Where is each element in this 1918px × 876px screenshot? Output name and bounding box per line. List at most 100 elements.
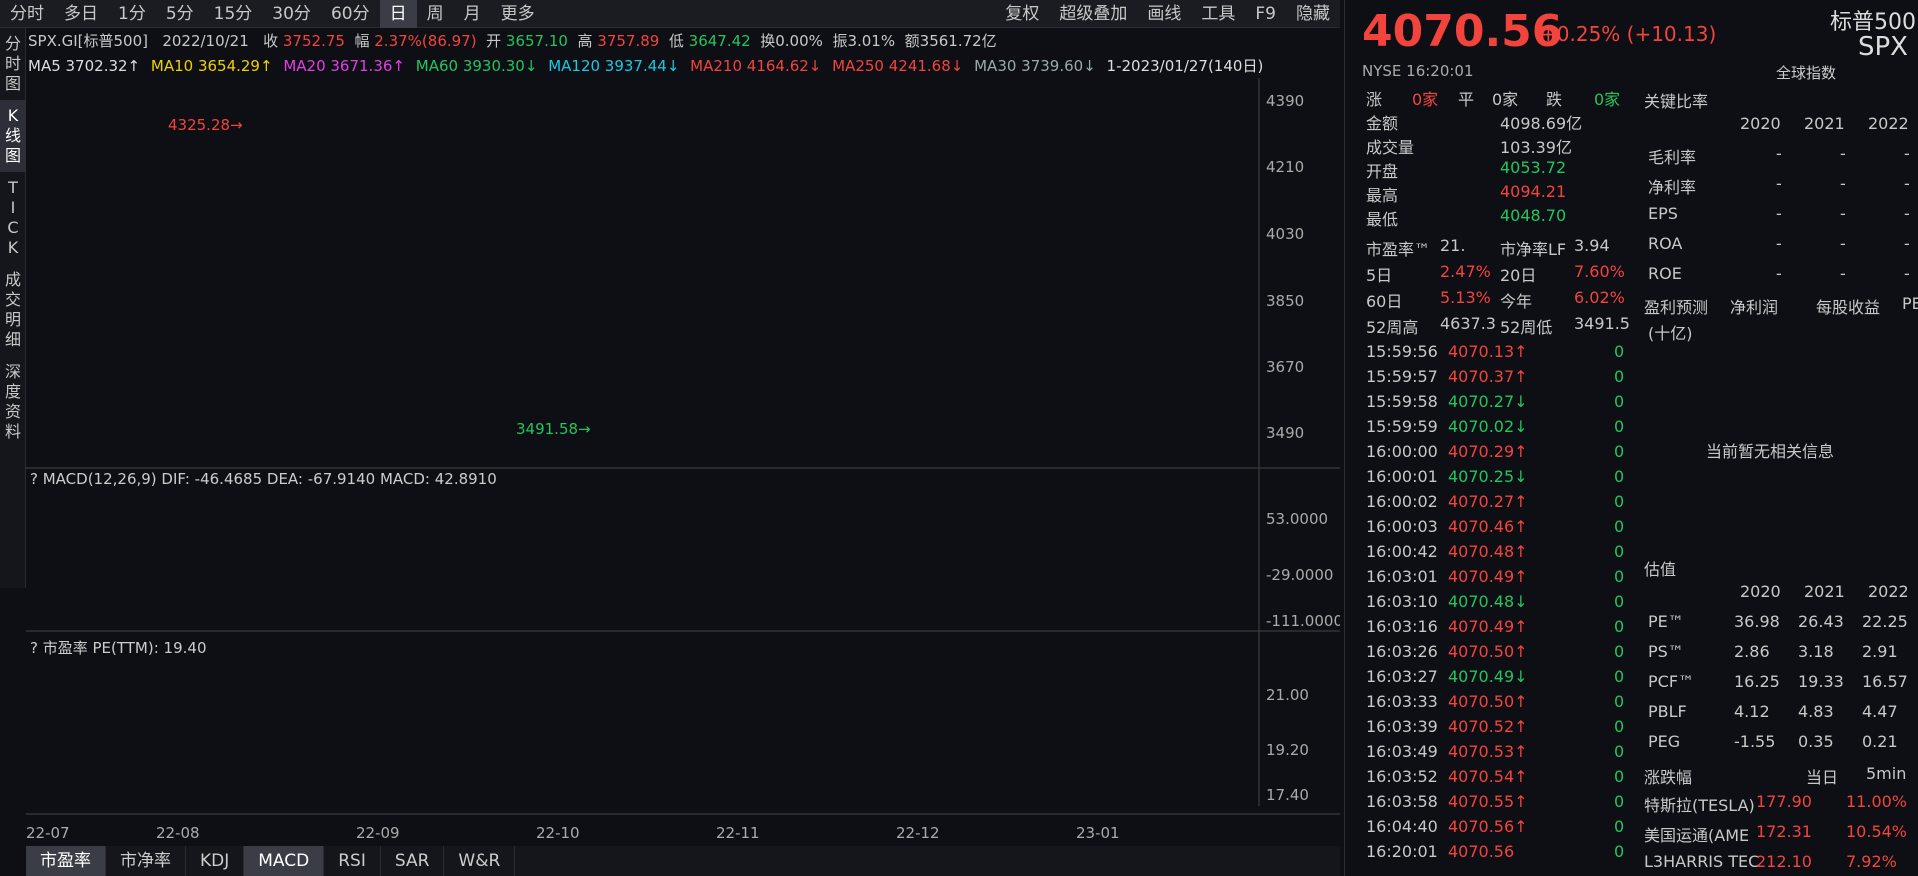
val-row-label: PBLF bbox=[1648, 702, 1687, 721]
period-tab[interactable]: 月 bbox=[463, 3, 481, 24]
period-tab[interactable]: 15分 bbox=[213, 3, 253, 24]
date-range[interactable]: 1-2023/01/27(140日) bbox=[1106, 57, 1264, 75]
kline-chart[interactable]: 4390 4210 4030 3850 3670 3490 ? MACD(12,26,9) … bbox=[26, 78, 1340, 858]
tick-price: 4070.25↓ bbox=[1448, 467, 1528, 486]
valuation-title: 估值 bbox=[1644, 560, 1677, 579]
tick-price: 4070.13↑ bbox=[1448, 342, 1528, 361]
side-tab[interactable]: 分时图 bbox=[4, 34, 21, 93]
key-year: 2022 bbox=[1868, 114, 1909, 133]
breadth-down: 0家 bbox=[1594, 90, 1621, 109]
period-tab[interactable]: 1分 bbox=[118, 3, 146, 24]
key-row-value: - bbox=[1840, 144, 1846, 163]
tick-volume: 0 bbox=[1614, 617, 1625, 636]
forecast-unit: (十亿) bbox=[1648, 324, 1693, 343]
ma-value: MA60 3930.30↓ bbox=[415, 57, 543, 75]
toolbar-button[interactable]: 超级叠加 bbox=[1059, 3, 1128, 24]
tick-time: 16:00:42 bbox=[1366, 542, 1438, 561]
val-row-label: PS™ bbox=[1648, 642, 1684, 661]
val-row-label: PE™ bbox=[1648, 612, 1684, 631]
tick-time: 15:59:59 bbox=[1366, 417, 1438, 436]
tick-volume: 0 bbox=[1614, 392, 1625, 411]
tick-volume: 0 bbox=[1614, 492, 1625, 511]
tick-volume: 0 bbox=[1614, 592, 1625, 611]
indicator-tab[interactable]: SAR bbox=[381, 846, 445, 876]
val-row-value: 22.25 bbox=[1862, 612, 1908, 631]
period-tab[interactable]: 日 bbox=[379, 0, 417, 28]
indicator-tab[interactable]: 市净率 bbox=[106, 846, 186, 876]
tick-time: 16:00:00 bbox=[1366, 442, 1438, 461]
mover-price: 212.10 bbox=[1756, 852, 1812, 871]
indicator-tab[interactable]: RSI bbox=[324, 846, 381, 876]
key-row-value: - bbox=[1840, 174, 1846, 193]
mover-name[interactable]: 美国运通(AME bbox=[1644, 826, 1750, 845]
tick-price: 4070.53↑ bbox=[1448, 742, 1528, 761]
ratio-label: 市净率LF bbox=[1500, 240, 1567, 259]
ma-value: MA5 3702.32↑ bbox=[28, 57, 145, 75]
side-tab[interactable]: 成交明细 bbox=[4, 270, 21, 349]
tick-price: 4070.27↑ bbox=[1448, 492, 1528, 511]
indicator-tab[interactable]: KDJ bbox=[186, 846, 245, 876]
close-label: 收 bbox=[263, 32, 279, 50]
period-tab[interactable]: 30分 bbox=[272, 3, 311, 24]
tick-volume: 0 bbox=[1614, 692, 1625, 711]
indicator-tab[interactable]: MACD bbox=[244, 846, 325, 876]
period-tab[interactable]: 60分 bbox=[330, 3, 370, 24]
stat-value: 4098.69亿 bbox=[1500, 114, 1583, 133]
forecast-tab[interactable]: PE bbox=[1902, 294, 1918, 313]
val-row-value: 4.83 bbox=[1798, 702, 1834, 721]
key-row-label: EPS bbox=[1648, 204, 1678, 223]
y-tick: 4390 bbox=[1266, 92, 1304, 110]
ratio-label: 52周低 bbox=[1500, 318, 1553, 337]
toolbar-button[interactable]: 工具 bbox=[1201, 3, 1236, 24]
key-row-value: - bbox=[1904, 144, 1910, 163]
toolbar-button[interactable]: 画线 bbox=[1147, 3, 1182, 24]
val-row-value: 0.21 bbox=[1862, 732, 1898, 751]
period-tab[interactable]: 分时 bbox=[10, 3, 44, 24]
indicator-tab[interactable]: 市盈率 bbox=[26, 846, 106, 876]
x-tick: 22-09 bbox=[356, 824, 400, 842]
forecast-tab[interactable]: 每股收益 bbox=[1816, 298, 1881, 317]
forecast-tab[interactable]: 盈利预测 bbox=[1644, 298, 1709, 317]
index-name: 标普500 bbox=[1830, 10, 1916, 35]
movers-tab[interactable]: 当日 bbox=[1806, 768, 1839, 787]
val-row-value: 16.25 bbox=[1734, 672, 1780, 691]
toolbar-button[interactable]: 隐藏 bbox=[1296, 3, 1330, 24]
key-row-value: - bbox=[1904, 174, 1910, 193]
ma-value: MA250 4241.68↓ bbox=[832, 57, 969, 75]
tick-volume: 0 bbox=[1614, 792, 1625, 811]
mover-name[interactable]: 特斯拉(TESLA) bbox=[1644, 796, 1755, 815]
toolbar-right: 复权 超级叠加 画线 工具 F9 隐藏 bbox=[995, 0, 1340, 28]
x-tick: 22-07 bbox=[26, 824, 70, 842]
val-year: 2020 bbox=[1740, 582, 1781, 601]
period-tab[interactable]: 更多 bbox=[500, 3, 535, 24]
tick-time: 16:20:01 bbox=[1366, 842, 1438, 861]
ratio-label: 52周高 bbox=[1366, 318, 1419, 337]
tick-time: 15:59:56 bbox=[1366, 342, 1438, 361]
x-tick: 23-01 bbox=[1076, 824, 1120, 842]
period-tab[interactable]: 周 bbox=[426, 3, 444, 24]
key-row-value: - bbox=[1840, 264, 1846, 283]
key-row-value: - bbox=[1904, 264, 1910, 283]
tick-volume: 0 bbox=[1614, 542, 1625, 561]
val-row-value: 3.18 bbox=[1798, 642, 1834, 661]
toolbar-button[interactable]: 复权 bbox=[1005, 3, 1040, 24]
amp-label: 幅 bbox=[354, 32, 370, 50]
side-tab[interactable]: 深度资料 bbox=[4, 362, 21, 441]
forecast-tab[interactable]: 净利润 bbox=[1730, 298, 1779, 317]
val-row-value: 2.91 bbox=[1862, 642, 1898, 661]
period-tab[interactable]: 多日 bbox=[64, 3, 98, 24]
toolbar-button[interactable]: F9 bbox=[1255, 3, 1276, 24]
global-index-link[interactable]: 全球指数 bbox=[1776, 64, 1837, 82]
indicator-tab[interactable]: W&R bbox=[444, 846, 516, 876]
ratio-value: 6.02% bbox=[1574, 288, 1625, 307]
val-row-value: 36.98 bbox=[1734, 612, 1780, 631]
tick-time: 16:03:10 bbox=[1366, 592, 1438, 611]
turnover: 换0.00% bbox=[760, 32, 823, 50]
movers-tab[interactable]: 5min bbox=[1866, 764, 1907, 783]
tick-volume: 0 bbox=[1614, 567, 1625, 586]
mover-name[interactable]: L3HARRIS TEC bbox=[1644, 852, 1760, 871]
period-tab[interactable]: 5分 bbox=[165, 3, 194, 24]
macd-label: ? MACD(12,26,9) DIF: -46.4685 DEA: -67.9… bbox=[30, 470, 497, 488]
